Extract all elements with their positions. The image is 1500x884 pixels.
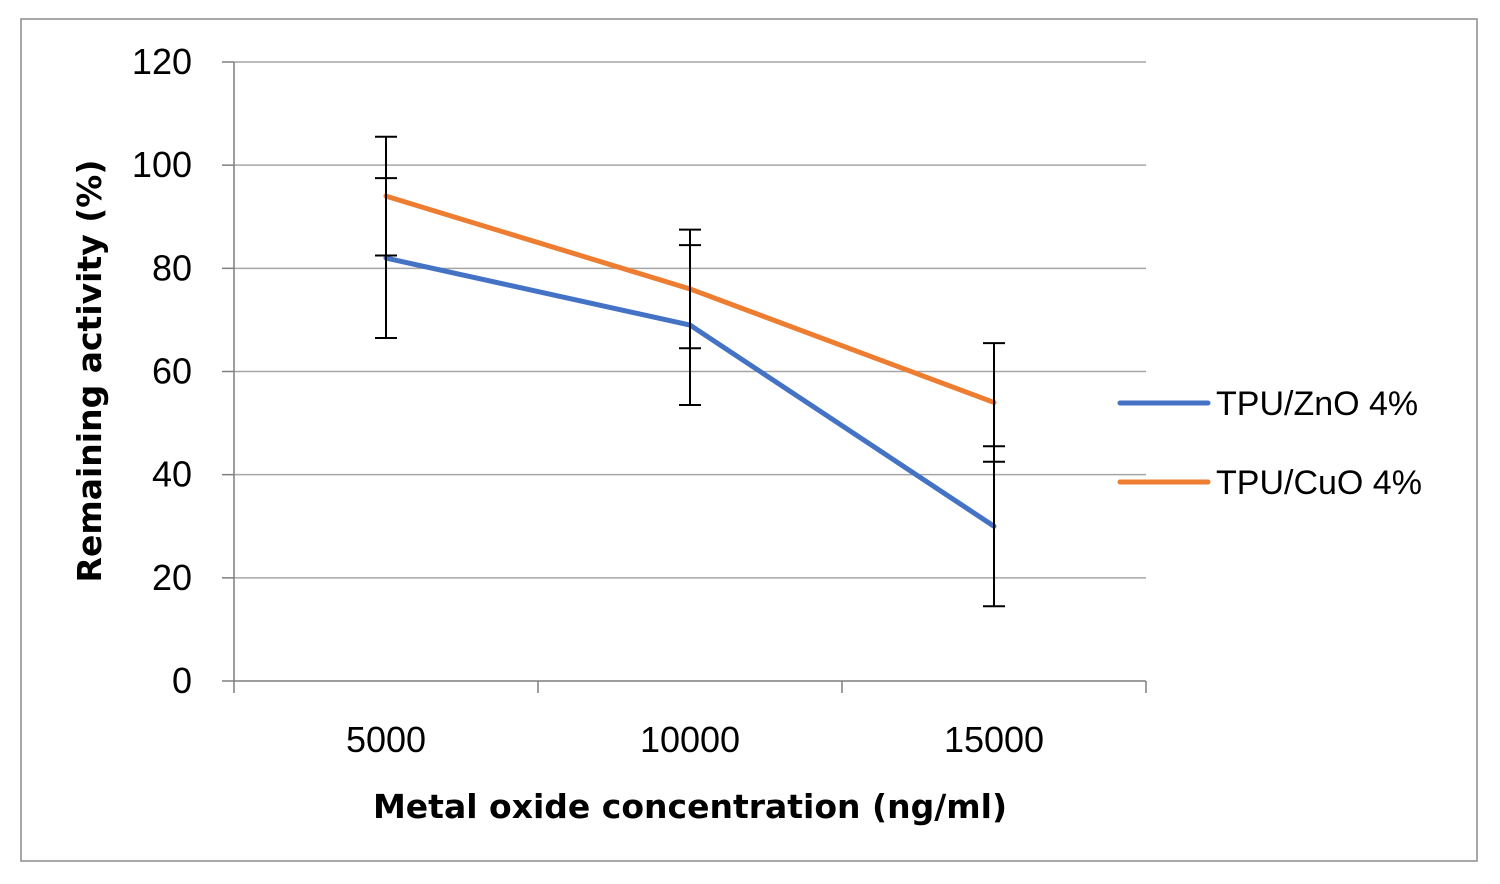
x-tick-labels: 5000 10000 15000 <box>346 719 1044 760</box>
y-tick-label: 20 <box>152 557 192 598</box>
error-bar <box>375 135 397 257</box>
error-bars <box>375 135 1005 608</box>
y-tick-label: 0 <box>172 660 192 701</box>
y-axis-title: Remaining activity (%) <box>70 160 109 583</box>
chart-frame <box>20 18 1478 862</box>
error-bar <box>679 228 701 350</box>
y-tick-label: 100 <box>132 144 192 185</box>
y-tick-label: 120 <box>132 41 192 82</box>
legend-item: TPU/ZnO 4% <box>1117 385 1418 423</box>
y-tick-label: 60 <box>152 351 192 392</box>
x-tick-label: 10000 <box>640 719 740 760</box>
x-tick-label: 15000 <box>944 719 1044 760</box>
y-tick-labels: 0 20 40 60 80 100 120 <box>132 41 192 701</box>
x-tick-label: 5000 <box>346 719 426 760</box>
y-tick-label: 80 <box>152 247 192 288</box>
legend-label: TPU/ZnO 4% <box>1216 385 1418 423</box>
legend: TPU/ZnO 4% TPU/CuO 4% <box>1117 385 1422 502</box>
axes <box>222 61 1147 693</box>
legend-label: TPU/CuO 4% <box>1216 464 1422 502</box>
legend-item: TPU/CuO 4% <box>1117 464 1422 502</box>
error-bar <box>983 342 1005 463</box>
x-axis-title: Metal oxide concentration (ng/ml) <box>373 787 1007 826</box>
y-tick-label: 40 <box>152 454 192 495</box>
